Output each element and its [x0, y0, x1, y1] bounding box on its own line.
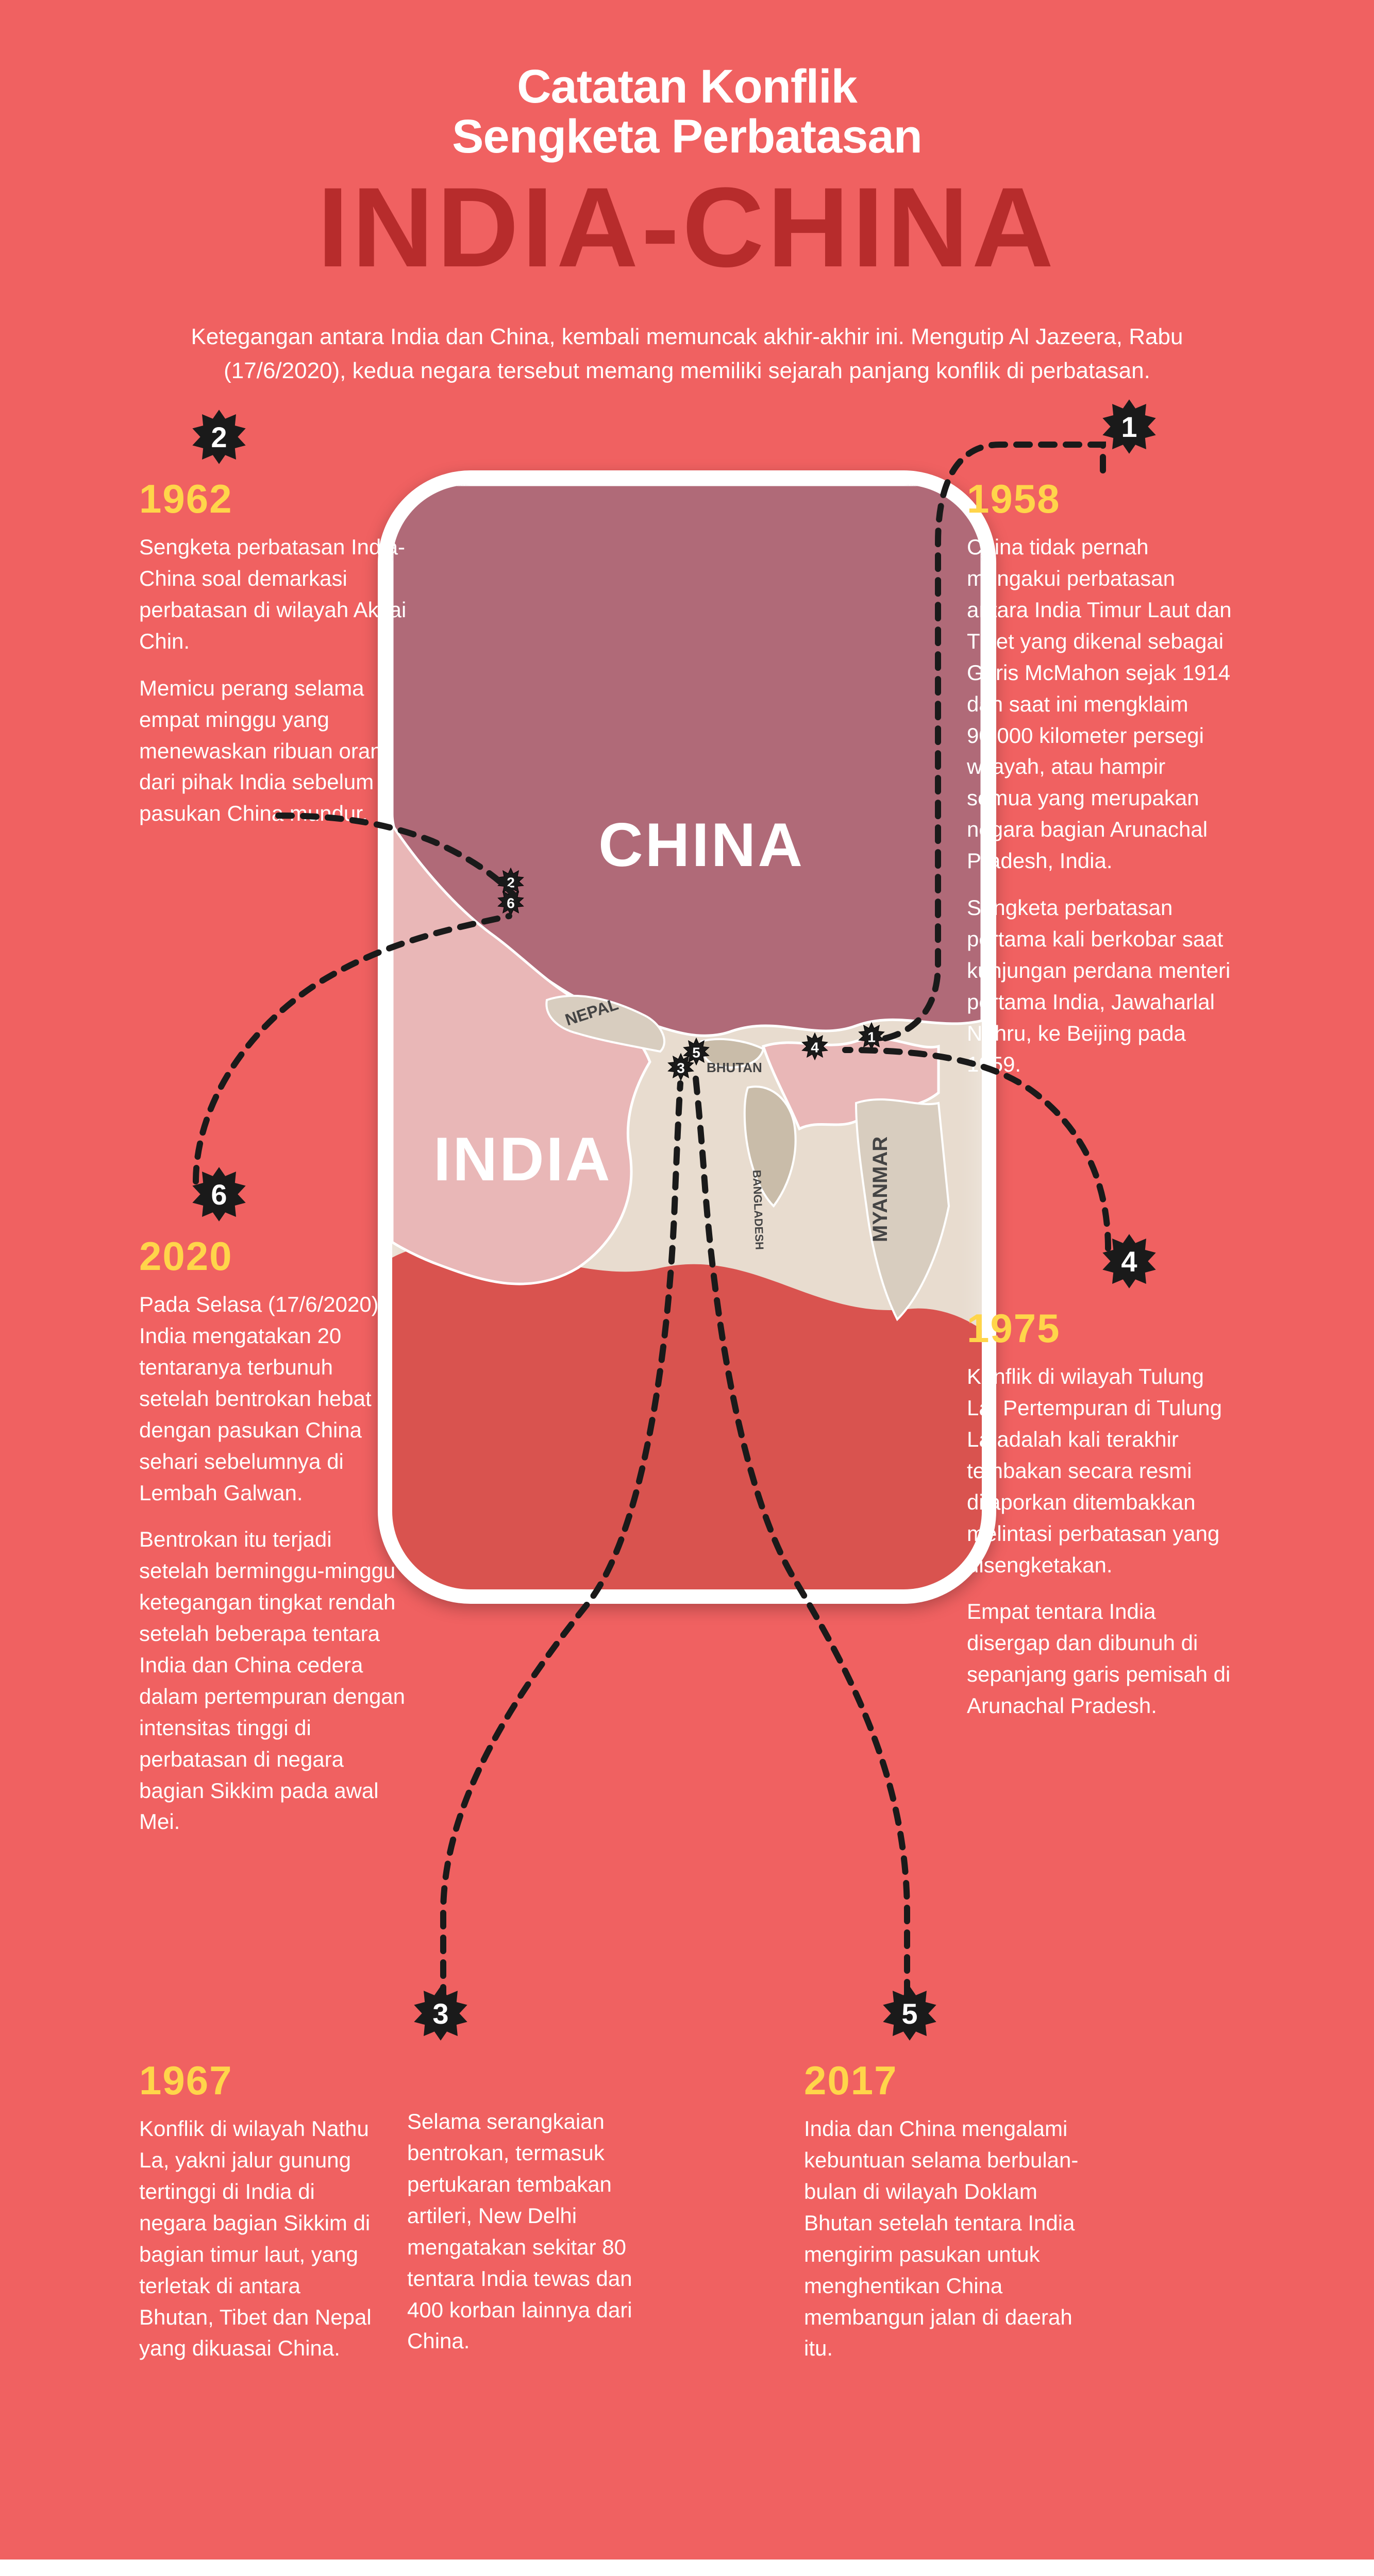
event-text: Sengketa perbatasan pertama kali berkoba… — [967, 892, 1235, 1080]
event-text: Sengketa perbatasan India-China soal dem… — [139, 532, 407, 657]
event-1967: 1967 Konflik di wilayah Nathu La, yakni … — [139, 2057, 376, 2380]
event-year: 1967 — [139, 2057, 376, 2104]
event-year: 2017 — [804, 2057, 1093, 2104]
event-text: Pada Selasa (17/6/2020) India mengatakan… — [139, 1289, 407, 1509]
map-svg: CHINA INDIA NEPAL BHUTAN BANGLADESH MYAN… — [392, 485, 982, 1589]
badge-6: 6 — [191, 1166, 247, 1223]
event-2020: 2020 Pada Selasa (17/6/2020) India menga… — [139, 1233, 407, 1853]
svg-text:3: 3 — [677, 1060, 685, 1076]
map-label-myanmar: MYANMAR — [869, 1137, 892, 1242]
event-text: Konflik di wilayah Tulung La. Pertempura… — [967, 1361, 1235, 1581]
footer-bar: Sumber: KOMPAS.com Infografik: Akbar Bha… — [0, 2560, 1374, 2576]
svg-text:4: 4 — [811, 1040, 819, 1056]
content-canvas: CHINA INDIA NEPAL BHUTAN BANGLADESH MYAN… — [72, 419, 1302, 2428]
badge-2: 2 — [191, 409, 247, 465]
event-1967-col2: Selama serangkaian bentrokan, termasuk p… — [407, 2106, 634, 2372]
svg-text:6: 6 — [507, 895, 515, 911]
badge-3: 3 — [412, 1985, 469, 2042]
event-1975: 1975 Konflik di wilayah Tulung La. Perte… — [967, 1305, 1235, 1737]
intro-paragraph: Ketegangan antara India dan China, kemba… — [146, 320, 1228, 388]
map-label-bhutan: BHUTAN — [707, 1060, 762, 1075]
event-1958: 1958 China tidak pernah mengakui perbata… — [967, 476, 1235, 1096]
event-text: Memicu perang selama empat minggu yang m… — [139, 673, 407, 829]
map-label-bangladesh: BANGLADESH — [750, 1170, 766, 1250]
event-year: 2020 — [139, 1233, 407, 1280]
infographic-page: Catatan Konflik Sengketa Perbatasan INDI… — [0, 0, 1374, 2576]
subtitle-line-1: Catatan Konflik — [72, 62, 1302, 112]
event-text: China tidak pernah mengakui perbatasan a… — [967, 532, 1235, 877]
event-text: Selama serangkaian bentrokan, termasuk p… — [407, 2106, 634, 2357]
badge-5: 5 — [881, 1985, 938, 2042]
map-label-china: CHINA — [598, 810, 805, 879]
map-label-india: INDIA — [433, 1125, 612, 1194]
svg-text:1: 1 — [867, 1029, 876, 1045]
event-text: Empat tentara India disergap dan dibunuh… — [967, 1596, 1235, 1722]
main-title: INDIA-CHINA — [72, 171, 1302, 284]
event-year: 1958 — [967, 476, 1235, 522]
event-text: India dan China mengalami kebuntuan sela… — [804, 2113, 1093, 2364]
event-2017: 2017 India dan China mengalami kebuntuan… — [804, 2057, 1093, 2380]
map-frame: CHINA INDIA NEPAL BHUTAN BANGLADESH MYAN… — [378, 470, 996, 1604]
event-text: Bentrokan itu terjadi setelah berminggu-… — [139, 1524, 407, 1838]
event-text: Konflik di wilayah Nathu La, yakni jalur… — [139, 2113, 376, 2364]
subtitle-line-2: Sengketa Perbatasan — [72, 112, 1302, 162]
badge-1: 1 — [1101, 398, 1158, 455]
header-block: Catatan Konflik Sengketa Perbatasan INDI… — [72, 62, 1302, 284]
event-year: 1962 — [139, 476, 407, 522]
svg-text:5: 5 — [692, 1045, 700, 1061]
event-year: 1975 — [967, 1305, 1235, 1352]
event-1962: 1962 Sengketa perbatasan India-China soa… — [139, 476, 407, 845]
badge-4: 4 — [1101, 1233, 1158, 1290]
